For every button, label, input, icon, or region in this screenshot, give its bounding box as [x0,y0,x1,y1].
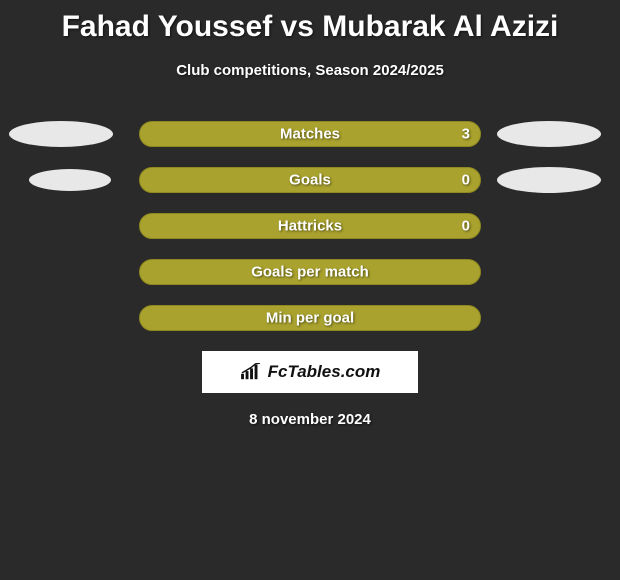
stat-label: Min per goal [266,310,354,327]
stat-row: Hattricks 0 [0,203,620,249]
date-text: 8 november 2024 [0,411,620,428]
stat-label: Hattricks [278,218,342,235]
stat-bar: Goals 0 [139,167,481,193]
brand-text: FcTables.com [268,362,381,382]
stat-value-right: 3 [462,126,470,143]
stat-value-right: 0 [462,172,470,189]
brand-box: FcTables.com [202,351,418,393]
stat-bar: Hattricks 0 [139,213,481,239]
stat-bar: Matches 3 [139,121,481,147]
stat-label: Goals [289,172,331,189]
stat-rows: Matches 3 Goals 0 Hattricks 0 Goals per match M… [0,111,620,341]
player-right-ellipse [497,167,601,193]
stat-label: Goals per match [251,264,369,281]
stat-value-right: 0 [462,218,470,235]
subtitle: Club competitions, Season 2024/2025 [0,62,620,79]
brand-chart-icon [240,363,262,381]
stat-row: Matches 3 [0,111,620,157]
player-right-ellipse [497,121,601,147]
stat-row: Goals per match [0,249,620,295]
stat-row: Goals 0 [0,157,620,203]
stat-bar: Min per goal [139,305,481,331]
stat-bar: Goals per match [139,259,481,285]
player-left-ellipse [9,121,113,147]
player-left-ellipse [29,169,111,191]
stat-label: Matches [280,126,340,143]
stat-row: Min per goal [0,295,620,341]
comparison-infographic: Fahad Youssef vs Mubarak Al Azizi Club c… [0,0,620,580]
page-title: Fahad Youssef vs Mubarak Al Azizi [0,0,620,44]
